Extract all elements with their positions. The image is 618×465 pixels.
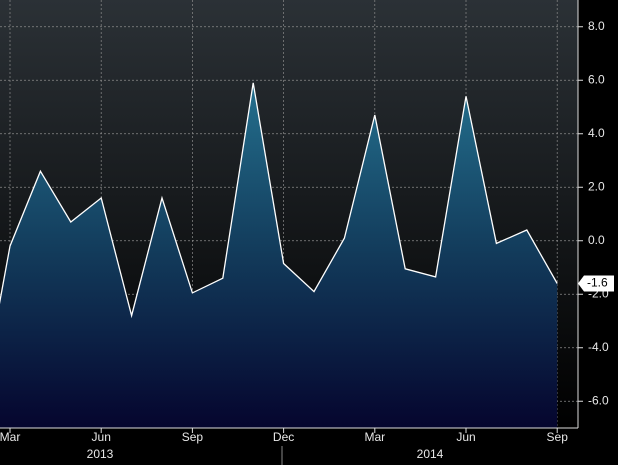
- x-tick-label: Mar: [364, 430, 385, 444]
- year-label: 2013: [87, 447, 114, 461]
- y-tick-label: 2.0: [588, 179, 605, 193]
- x-tick-label: Sep: [182, 430, 204, 444]
- y-tick-label: 4.0: [588, 126, 605, 140]
- y-tick-label: -6.0: [588, 393, 609, 407]
- year-label: 2014: [417, 447, 444, 461]
- x-tick-label: Sep: [547, 430, 569, 444]
- x-tick-label: Jun: [92, 430, 111, 444]
- x-tick-label: Mar: [0, 430, 20, 444]
- y-tick-label: 6.0: [588, 72, 605, 86]
- last-value-label: -1.6: [587, 276, 608, 290]
- y-tick-label: -4.0: [588, 340, 609, 354]
- last-value-box: [578, 275, 614, 292]
- line: [0, 82, 558, 319]
- area: [0, 82, 558, 428]
- y-tick-label: 8.0: [588, 19, 605, 33]
- y-tick-label: 0.0: [588, 233, 605, 247]
- x-tick-label: Dec: [273, 430, 294, 444]
- x-tick-label: Jun: [456, 430, 475, 444]
